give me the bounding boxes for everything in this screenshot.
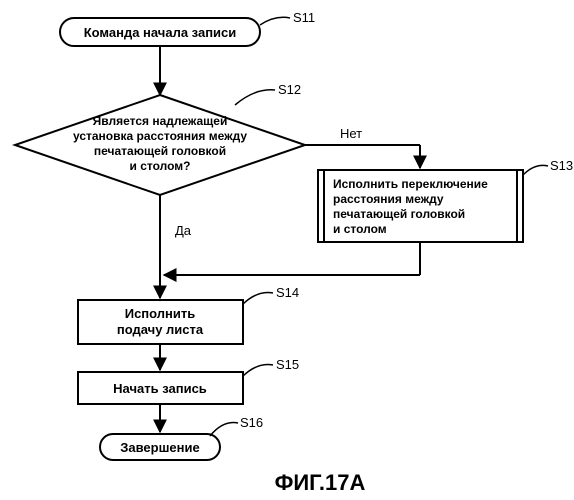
node-start: Команда начала записи S11	[60, 10, 315, 46]
node-decision: Является надлежащей установка расстояния…	[15, 82, 305, 195]
svg-text:и столом?: и столом?	[130, 159, 191, 173]
svg-text:расстояния между: расстояния между	[333, 192, 444, 206]
svg-text:подачу листа: подачу листа	[117, 322, 204, 337]
figure-caption: ФИГ.17A	[275, 470, 366, 495]
s16-tag: S16	[240, 415, 263, 430]
node-process-s15: Начать запись S15	[78, 357, 299, 404]
svg-text:установка расстояния между: установка расстояния между	[73, 129, 247, 143]
edge-yes-label: Да	[175, 223, 192, 238]
svg-text:Является надлежащей: Является надлежащей	[93, 114, 228, 128]
svg-text:печатающей головкой: печатающей головкой	[94, 144, 226, 158]
svg-text:Начать запись: Начать запись	[113, 381, 207, 396]
flowchart-canvas: Команда начала записи S11 Является надле…	[0, 0, 574, 500]
node-end: Завершение S16	[100, 415, 263, 460]
node-process-s14: Исполнить подачу листа S14	[78, 285, 299, 344]
edge-no-label: Нет	[340, 126, 362, 141]
svg-text:печатающей головкой: печатающей головкой	[333, 207, 465, 221]
start-label: Команда начала записи	[84, 25, 237, 40]
s15-tag: S15	[276, 357, 299, 372]
end-label: Завершение	[120, 440, 200, 455]
s14-tag: S14	[276, 285, 299, 300]
s13-tag: S13	[550, 158, 573, 173]
decision-tag: S12	[278, 82, 301, 97]
svg-text:Исполнить переключение: Исполнить переключение	[333, 177, 488, 191]
start-tag: S11	[293, 10, 315, 25]
svg-text:Исполнить: Исполнить	[125, 306, 196, 321]
svg-text:и столом: и столом	[333, 222, 387, 236]
node-process-s13: Исполнить переключение расстояния между …	[318, 158, 573, 242]
